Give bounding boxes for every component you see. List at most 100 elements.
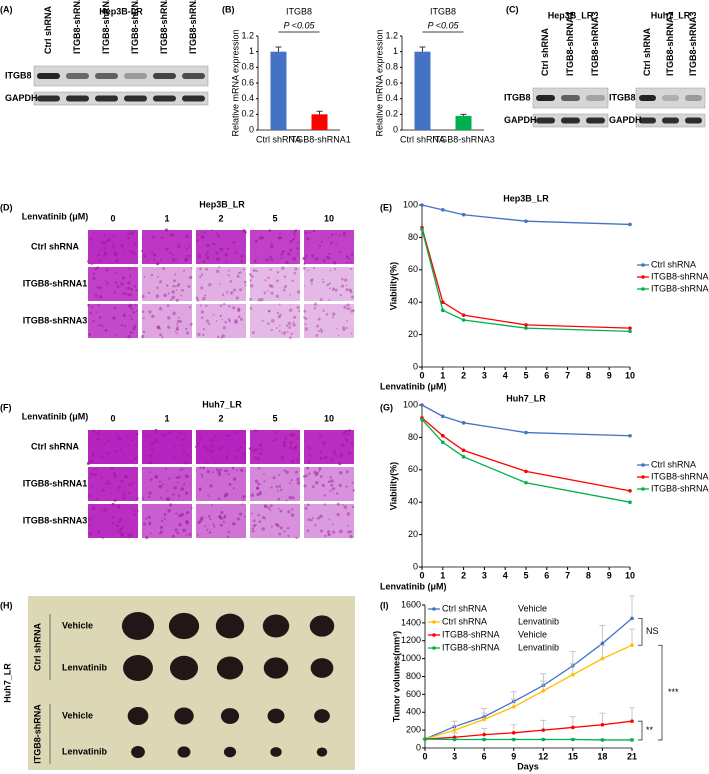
point <box>420 203 424 207</box>
cell-dot <box>159 496 162 500</box>
cell-dot <box>156 325 161 329</box>
error-bar <box>599 625 606 644</box>
cell-dot <box>234 319 238 323</box>
cell-dot <box>290 332 293 336</box>
series-line <box>424 644 633 740</box>
y-tick-label: 0 <box>393 124 398 134</box>
cell-dot <box>101 325 104 328</box>
cell-dot <box>86 461 91 465</box>
cell-dot <box>128 267 131 270</box>
panel-label: (H) <box>0 600 13 610</box>
cell-dot <box>188 306 191 309</box>
cell-dot <box>96 286 100 290</box>
cell-dot <box>225 469 229 473</box>
point <box>541 728 546 732</box>
cell-dot <box>118 529 122 533</box>
cell-dot <box>130 532 133 535</box>
cell-dot <box>311 516 314 519</box>
cell-dot <box>323 444 326 447</box>
cell-dot <box>338 483 342 488</box>
point <box>461 455 466 459</box>
cell-dot <box>143 522 147 526</box>
cell-dot <box>239 317 243 321</box>
cell-dot <box>152 253 157 257</box>
cell-dot <box>224 320 227 324</box>
cell-dot <box>204 525 206 527</box>
cell-dot <box>319 298 323 302</box>
cell-dot <box>133 241 137 245</box>
cell-dot <box>289 248 293 252</box>
cell-dot <box>92 272 96 276</box>
well-image <box>196 504 246 538</box>
cell-dot <box>346 303 350 307</box>
cell-dot <box>288 326 291 329</box>
cell-dot <box>181 455 183 457</box>
series-line <box>421 229 631 333</box>
blot-band <box>124 95 147 102</box>
cell-dot <box>267 276 270 279</box>
cell-dot <box>196 442 200 446</box>
x-tick-label: Ctrl shRNA <box>400 134 445 144</box>
cell-dot <box>296 437 300 440</box>
point <box>630 738 634 742</box>
cell-dot <box>284 284 288 288</box>
cell-dot <box>235 296 239 300</box>
dose: 5 <box>272 413 277 423</box>
cell-dot <box>148 491 152 495</box>
cell-dot <box>316 324 319 328</box>
cell-dot <box>88 517 92 522</box>
cell-dot <box>210 504 213 507</box>
cell-dot <box>338 461 342 466</box>
cell-dot <box>214 243 217 246</box>
dose: 2 <box>218 213 223 223</box>
cell-dot <box>227 433 232 437</box>
cell-dot <box>113 306 117 310</box>
cell-dot <box>227 318 231 321</box>
cell-dot <box>130 232 134 236</box>
cell-dot <box>177 283 181 286</box>
cell-dot <box>167 292 170 295</box>
cell-dot <box>96 432 100 436</box>
cell-dot <box>129 331 133 335</box>
cell-dot <box>147 291 151 294</box>
cell-dot <box>132 230 135 234</box>
cell-dot <box>260 447 263 450</box>
cell-dot <box>214 461 218 464</box>
cell-dot <box>253 259 257 263</box>
cell-dot <box>190 506 193 509</box>
lane-label: ITGB8-shRNA1 <box>665 11 675 76</box>
cell-dot <box>227 449 230 452</box>
cell-dot <box>350 309 354 313</box>
y-tick-label: 0.4 <box>385 93 398 103</box>
tumor <box>169 655 199 681</box>
cell-dot <box>150 442 154 446</box>
cell-dot <box>237 448 240 452</box>
cell-dot <box>156 325 160 329</box>
cell-dot <box>132 327 136 331</box>
cell-dot <box>305 254 308 258</box>
cell-dot <box>175 259 178 262</box>
cell-dot <box>331 288 334 291</box>
cell-dot <box>342 504 344 506</box>
series-line <box>421 227 631 329</box>
cell-dot <box>340 443 345 448</box>
cell-dot <box>186 454 189 457</box>
cell-dot <box>318 244 321 247</box>
cell-dot <box>267 322 270 325</box>
cell-dot <box>225 290 228 293</box>
cell-dot <box>206 470 210 474</box>
cell-dot <box>210 444 214 448</box>
y-tick-label: 1200 <box>401 635 421 645</box>
cell-dot <box>332 287 335 291</box>
tumor <box>131 746 145 758</box>
cell-dot <box>162 267 165 270</box>
cell-dot <box>290 513 295 517</box>
legend-label: ITGB8-shRNA1 <box>651 471 709 481</box>
cell-dot <box>95 468 98 471</box>
cell-dot <box>117 488 119 491</box>
panel-label: (A) <box>0 4 13 14</box>
cell-dot <box>261 236 264 240</box>
cell-dot <box>127 444 130 447</box>
x-tick-label: 4 <box>503 370 508 380</box>
cell-dot <box>231 438 233 441</box>
